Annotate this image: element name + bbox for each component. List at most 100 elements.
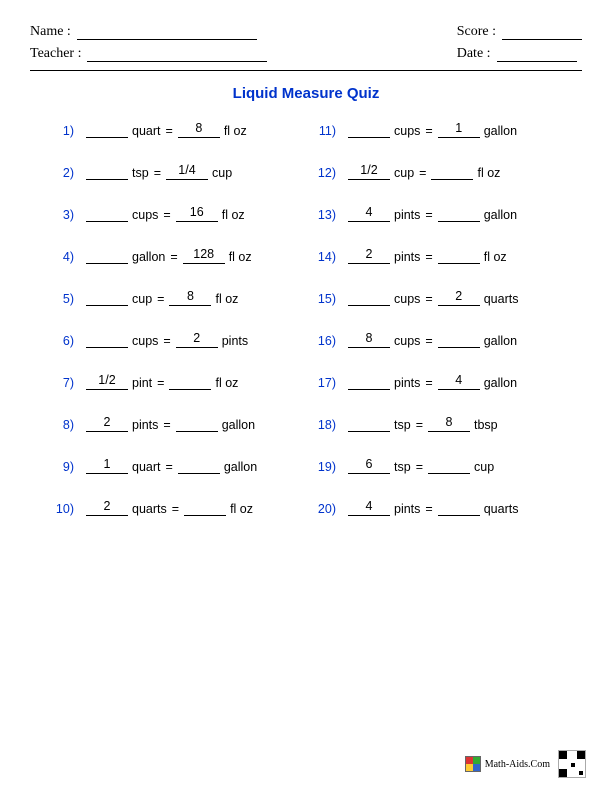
right-blank[interactable]: 4 bbox=[438, 374, 480, 390]
right-blank[interactable] bbox=[178, 458, 220, 474]
equals-sign: = bbox=[154, 166, 161, 180]
left-blank[interactable] bbox=[348, 374, 390, 390]
teacher-field[interactable] bbox=[87, 47, 267, 62]
question-number: 1) bbox=[48, 124, 74, 138]
equals-sign: = bbox=[172, 502, 179, 516]
left-blank[interactable] bbox=[86, 248, 128, 264]
score-field[interactable] bbox=[502, 25, 582, 40]
left-unit: cup bbox=[132, 292, 152, 306]
left-blank[interactable]: 6 bbox=[348, 458, 390, 474]
right-blank[interactable]: 8 bbox=[428, 416, 470, 432]
left-blank[interactable]: 4 bbox=[348, 206, 390, 222]
left-blank[interactable] bbox=[348, 416, 390, 432]
footer: Math-Aids.Com bbox=[465, 750, 586, 778]
right-blank[interactable]: 8 bbox=[178, 122, 220, 138]
question-row: 5)cup=8fl oz bbox=[48, 290, 302, 306]
question-row: 19)6tsp=cup bbox=[310, 458, 564, 474]
left-blank[interactable] bbox=[348, 290, 390, 306]
left-blank[interactable] bbox=[86, 206, 128, 222]
score-label: Score : bbox=[457, 24, 496, 40]
question-number: 19) bbox=[310, 460, 336, 474]
equals-sign: = bbox=[163, 418, 170, 432]
left-blank[interactable] bbox=[86, 122, 128, 138]
right-blank[interactable] bbox=[438, 332, 480, 348]
question-row: 17)pints=4gallon bbox=[310, 374, 564, 390]
question-row: 11)cups=1gallon bbox=[310, 122, 564, 138]
right-blank[interactable] bbox=[431, 164, 473, 180]
left-blank[interactable]: 4 bbox=[348, 500, 390, 516]
equals-sign: = bbox=[425, 250, 432, 264]
left-blank[interactable]: 1/2 bbox=[86, 374, 128, 390]
left-blank[interactable] bbox=[348, 122, 390, 138]
equals-sign: = bbox=[163, 334, 170, 348]
equals-sign: = bbox=[425, 124, 432, 138]
right-blank[interactable]: 8 bbox=[169, 290, 211, 306]
right-unit: fl oz bbox=[222, 208, 245, 222]
question-row: 2)tsp=1/4cup bbox=[48, 164, 302, 180]
equals-sign: = bbox=[416, 460, 423, 474]
question-number: 10) bbox=[48, 502, 74, 516]
left-blank[interactable] bbox=[86, 332, 128, 348]
left-unit: pints bbox=[394, 502, 420, 516]
left-blank[interactable]: 1 bbox=[86, 458, 128, 474]
question-row: 10)2quarts=fl oz bbox=[48, 500, 302, 516]
left-blank[interactable]: 2 bbox=[86, 416, 128, 432]
name-label: Name : bbox=[30, 24, 71, 40]
date-field[interactable] bbox=[497, 47, 577, 62]
equals-sign: = bbox=[170, 250, 177, 264]
question-row: 7)1/2pint=fl oz bbox=[48, 374, 302, 390]
right-blank[interactable] bbox=[184, 500, 226, 516]
equals-sign: = bbox=[416, 418, 423, 432]
left-blank[interactable] bbox=[86, 164, 128, 180]
right-blank[interactable] bbox=[438, 206, 480, 222]
question-row: 18)tsp=8tbsp bbox=[310, 416, 564, 432]
right-blank[interactable] bbox=[176, 416, 218, 432]
left-blank[interactable] bbox=[86, 290, 128, 306]
right-blank[interactable]: 16 bbox=[176, 206, 218, 222]
left-unit: tsp bbox=[394, 418, 411, 432]
right-blank[interactable] bbox=[438, 500, 480, 516]
right-unit: fl oz bbox=[229, 250, 252, 264]
left-blank[interactable]: 2 bbox=[86, 500, 128, 516]
name-field[interactable] bbox=[77, 25, 257, 40]
question-number: 17) bbox=[310, 376, 336, 390]
right-unit: quarts bbox=[484, 292, 519, 306]
question-grid: 1)quart=8fl oz11)cups=1gallon2)tsp=1/4cu… bbox=[30, 122, 582, 516]
question-row: 1)quart=8fl oz bbox=[48, 122, 302, 138]
question-row: 4)gallon=128fl oz bbox=[48, 248, 302, 264]
right-blank[interactable]: 128 bbox=[183, 248, 225, 264]
equals-sign: = bbox=[425, 292, 432, 306]
right-blank[interactable]: 1 bbox=[438, 122, 480, 138]
left-blank[interactable]: 8 bbox=[348, 332, 390, 348]
left-unit: cups bbox=[132, 334, 158, 348]
left-blank[interactable]: 2 bbox=[348, 248, 390, 264]
question-number: 2) bbox=[48, 166, 74, 180]
left-unit: pints bbox=[394, 208, 420, 222]
question-row: 16)8cups=gallon bbox=[310, 332, 564, 348]
question-number: 6) bbox=[48, 334, 74, 348]
right-blank[interactable] bbox=[428, 458, 470, 474]
left-unit: cup bbox=[394, 166, 414, 180]
right-blank[interactable] bbox=[438, 248, 480, 264]
question-row: 14)2pints=fl oz bbox=[310, 248, 564, 264]
equals-sign: = bbox=[157, 376, 164, 390]
left-unit: pints bbox=[132, 418, 158, 432]
left-blank[interactable]: 1/2 bbox=[348, 164, 390, 180]
equals-sign: = bbox=[425, 334, 432, 348]
question-number: 7) bbox=[48, 376, 74, 390]
question-number: 9) bbox=[48, 460, 74, 474]
question-number: 11) bbox=[310, 124, 336, 138]
equals-sign: = bbox=[425, 502, 432, 516]
question-row: 6)cups=2pints bbox=[48, 332, 302, 348]
equals-sign: = bbox=[425, 208, 432, 222]
question-row: 9)1quart=gallon bbox=[48, 458, 302, 474]
right-blank[interactable]: 1/4 bbox=[166, 164, 208, 180]
right-blank[interactable]: 2 bbox=[438, 290, 480, 306]
right-unit: fl oz bbox=[230, 502, 253, 516]
right-blank[interactable] bbox=[169, 374, 211, 390]
question-number: 20) bbox=[310, 502, 336, 516]
right-blank[interactable]: 2 bbox=[176, 332, 218, 348]
right-unit: cup bbox=[474, 460, 494, 474]
question-row: 13)4pints=gallon bbox=[310, 206, 564, 222]
qr-icon bbox=[558, 750, 586, 778]
